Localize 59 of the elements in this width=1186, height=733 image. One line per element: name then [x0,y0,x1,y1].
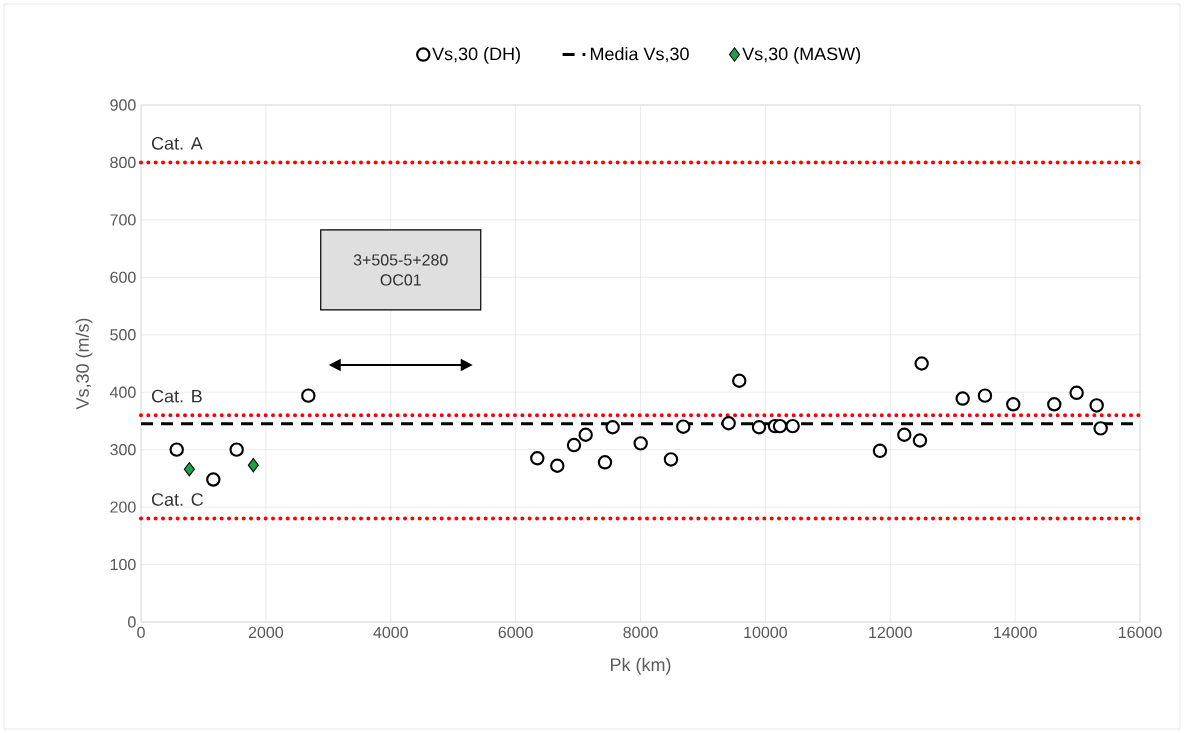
x-tick-label: 0 [137,626,145,639]
point [633,436,648,451]
y-tick-label: 900 [110,99,136,111]
point [785,418,800,434]
point [912,433,928,448]
point [566,437,582,453]
point [1093,421,1108,436]
x-tick-label: 14000 [994,626,1037,639]
point [772,418,788,434]
point [1089,398,1104,413]
legend-label: Vs,30 (DH) [432,47,520,64]
ref-line-label: Cat. B [151,389,202,403]
point [872,443,888,459]
x-tick-label: 6000 [498,626,533,639]
x-tick-label: 16000 [1118,626,1162,639]
point [183,461,195,477]
x-tick-label: 8000 [623,626,658,639]
ref-line-label: Cat. A [151,136,203,150]
y-tick-label: 300 [110,444,136,456]
point [663,452,679,467]
y-tick-label: 800 [110,156,136,169]
y-tick-label: 500 [110,329,136,341]
point [578,427,593,442]
y-tick-label: 700 [110,214,136,226]
point [301,388,316,403]
point [530,451,545,466]
point [732,373,747,388]
point [721,416,736,431]
point [1047,397,1062,412]
y-tick-label: 200 [110,501,136,513]
x-tick-label: 2000 [248,626,284,639]
point [955,391,970,406]
y-tick-label: 400 [109,386,136,398]
point [597,455,613,470]
point [897,427,912,442]
point [247,457,259,473]
point [206,472,221,487]
x-tick-label: 4000 [373,626,408,639]
point [550,458,565,473]
y-tick-label: 600 [110,271,136,283]
y-axis-title: Vs,30 (m/s) [75,318,93,410]
annotation: 3+505-5+280 OC01 [353,254,448,286]
legend-label: Vs,30 (MASW) [742,47,861,64]
point [751,420,767,435]
x-tick-label: 10000 [744,626,787,639]
point [1006,397,1021,412]
point [977,388,993,403]
y-tick-label: 100 [110,558,136,571]
point [605,420,620,435]
point [914,356,929,371]
ref-line-label: Cat. C [151,493,204,506]
point [169,442,184,457]
point [676,419,691,434]
point [1069,385,1084,400]
x-axis-title: Pk (km) [610,657,671,675]
y-tick-label: 0 [128,616,136,628]
legend-label: Media Vs,30 [590,47,689,63]
point [229,442,244,457]
x-tick-label: 12000 [869,626,912,639]
